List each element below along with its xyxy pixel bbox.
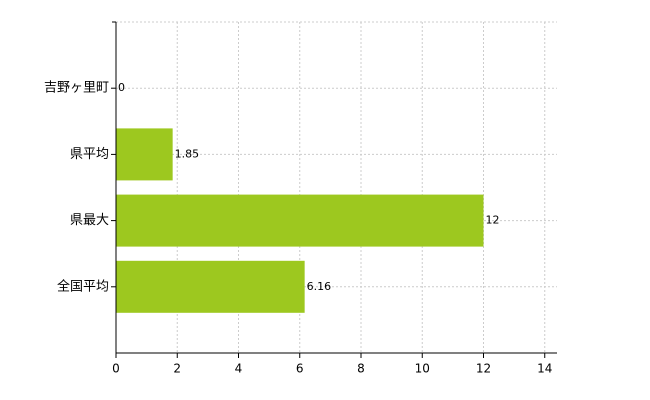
bar xyxy=(116,194,484,247)
x-tick-label: 14 xyxy=(537,362,552,376)
value-label: 6.16 xyxy=(307,280,332,293)
value-label: 0 xyxy=(118,81,125,94)
value-label: 12 xyxy=(486,214,500,227)
bar xyxy=(116,260,305,313)
x-tick-label: 2 xyxy=(173,362,181,376)
x-tick-label: 0 xyxy=(112,362,120,376)
value-label: 1.85 xyxy=(175,147,200,160)
x-tick-label: 12 xyxy=(476,362,491,376)
x-tick-label: 10 xyxy=(415,362,430,376)
y-tick-label: 全国平均 xyxy=(57,278,109,294)
x-tick-label: 8 xyxy=(357,362,365,376)
y-tick-label: 県最大 xyxy=(70,213,109,228)
x-tick-label: 6 xyxy=(296,362,304,376)
y-tick-label: 県平均 xyxy=(70,147,109,162)
y-tick-label: 吉野ヶ里町 xyxy=(44,81,109,96)
bar xyxy=(116,128,173,181)
x-tick-label: 4 xyxy=(235,362,243,376)
